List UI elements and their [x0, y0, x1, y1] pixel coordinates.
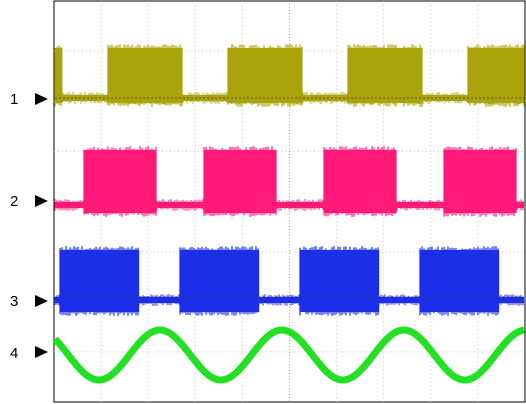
burst-noise	[59, 246, 139, 316]
burst-noise	[107, 44, 183, 107]
channel-2-arrow-icon	[35, 195, 48, 207]
traces	[52, 44, 526, 384]
channel-2-label: 2	[10, 193, 18, 210]
burst-noise	[467, 44, 525, 107]
burst-noise	[179, 246, 259, 316]
channel-marker-3: 3	[10, 293, 48, 310]
burst-noise	[323, 146, 397, 217]
burst-noise	[443, 146, 517, 217]
burst-noise	[54, 45, 62, 107]
channel-1-arrow-icon	[35, 93, 48, 105]
trace-channel-2	[54, 146, 524, 217]
burst-noise	[83, 146, 157, 217]
channel-3-label: 3	[10, 293, 18, 310]
channel-3-arrow-icon	[35, 295, 48, 307]
trace-channel-3	[54, 246, 524, 316]
burst-noise	[299, 246, 379, 316]
channel-4-label: 4	[10, 345, 18, 362]
channel-marker-2: 2	[10, 193, 48, 210]
burst-noise	[227, 44, 303, 107]
baseline-noise	[54, 294, 524, 306]
trace-channel-4	[52, 326, 526, 384]
baseline-noise	[54, 199, 524, 211]
sine-wave	[52, 326, 526, 384]
burst-noise	[203, 146, 277, 217]
channel-4-arrow-icon	[35, 346, 48, 358]
trace-channel-1	[54, 44, 525, 107]
channel-1-label: 1	[10, 91, 18, 108]
burst-noise	[347, 44, 423, 107]
channel-marker-1: 1	[10, 91, 48, 108]
burst-noise	[419, 246, 499, 316]
channel-marker-4: 4	[10, 345, 48, 362]
